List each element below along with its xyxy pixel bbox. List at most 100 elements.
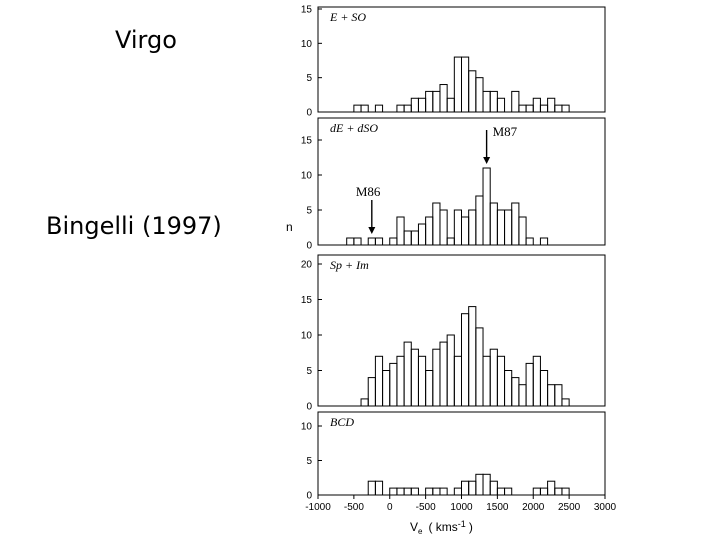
x-tick-label: 2500	[558, 502, 581, 513]
y-tick-label: 5	[306, 206, 312, 217]
histogram-bar	[461, 480, 470, 496]
y-tick-label: 0	[306, 491, 312, 502]
annotation-m87: M87	[483, 124, 518, 164]
histogram-bar	[482, 355, 491, 407]
histogram-bar	[403, 230, 412, 246]
histogram-bar	[446, 97, 455, 113]
histogram-bar	[410, 348, 419, 407]
histogram-bar	[403, 487, 412, 496]
histogram-bar	[453, 56, 463, 113]
histogram-bar	[417, 97, 427, 113]
histogram-bar	[468, 306, 477, 407]
histogram-bar	[425, 370, 434, 407]
histogram-bar	[561, 398, 570, 407]
histogram-bar	[425, 487, 434, 496]
y-tick-label: 10	[301, 39, 313, 50]
y-tick-label: 15	[301, 136, 313, 147]
histogram-bar	[453, 355, 463, 407]
histogram-bar	[532, 487, 541, 496]
histogram-bar	[403, 104, 412, 113]
histogram-bar	[374, 237, 384, 246]
histogram-bar	[410, 487, 419, 496]
histogram-bar	[461, 216, 470, 246]
annotation-arrow-head	[368, 227, 376, 234]
histogram-panels: 15 10 5 0 E + SO 15 10 5 0 dE + dSO M86 M87 20 15 10 5 0…	[301, 5, 606, 502]
histogram-bar	[511, 377, 520, 407]
histogram-bar	[539, 487, 549, 496]
histogram-bar	[496, 209, 506, 246]
histogram-bar	[518, 104, 527, 113]
histogram-bar	[432, 487, 441, 496]
histogram-bar	[482, 90, 491, 113]
histogram-bar	[410, 230, 419, 246]
panel-0: 15 10 5 0 E + SO	[301, 5, 606, 119]
x-tick-label: -1000	[305, 502, 331, 513]
histogram-bar	[439, 209, 448, 246]
histogram-bar	[539, 237, 549, 246]
y-tick-label: 5	[306, 366, 312, 377]
annotation-label: M86	[356, 184, 381, 199]
histogram-bar	[482, 473, 491, 496]
histogram-bar	[353, 104, 362, 113]
panel-1: 15 10 5 0 dE + dSO M86 M87	[301, 117, 606, 252]
histogram-bar	[496, 97, 506, 113]
histogram-bar	[475, 327, 484, 407]
slide-title: Virgo	[115, 26, 177, 54]
slide-citation: Bingelli (1997)	[46, 212, 222, 240]
histogram-bar	[504, 370, 513, 407]
histogram-bar	[453, 209, 463, 246]
panel-3: 10 5 0 BCD	[301, 411, 606, 502]
y-tick-label: 5	[306, 456, 312, 467]
histogram-bar	[511, 90, 520, 113]
x-tick-label: 3000	[594, 502, 617, 513]
histogram-bar	[389, 237, 398, 246]
histogram-bar	[425, 216, 434, 246]
histogram-bar	[547, 384, 556, 407]
histogram-bar	[367, 480, 376, 496]
histogram-bar	[417, 355, 427, 407]
annotation-m86: M86	[356, 184, 381, 234]
histogram-bar	[432, 202, 441, 246]
histogram-bar	[382, 370, 391, 407]
histogram-bar	[489, 202, 498, 246]
y-tick-label: 20	[301, 260, 313, 271]
histogram-bar	[439, 84, 448, 113]
histogram-bar	[518, 384, 527, 407]
histogram-bar	[518, 216, 527, 246]
histogram-bar	[504, 209, 513, 246]
histogram-bar	[554, 487, 563, 496]
histogram-bar	[461, 56, 470, 113]
histogram-bar	[432, 348, 441, 407]
histogram-bar	[561, 487, 570, 496]
histogram-bar	[389, 487, 398, 496]
x-tick-label: -500	[344, 502, 364, 513]
x-axis-label: Ve( kms-1)	[410, 519, 473, 536]
histogram-bar	[489, 480, 498, 496]
y-tick-label: 15	[301, 295, 313, 306]
annotation-arrow-head	[483, 157, 491, 164]
histogram-bar	[561, 104, 570, 113]
x-axis: -1000 -500 0 -500 1000 1500 2000 2500 3000	[305, 495, 617, 513]
x-tick-label: 1500	[486, 502, 509, 513]
histogram-bar	[410, 97, 419, 113]
y-tick-label: 5	[306, 73, 312, 84]
y-axis-label: n	[286, 220, 293, 234]
y-tick-label: 0	[306, 108, 312, 119]
y-tick-label: 0	[306, 241, 312, 252]
histogram-bar	[439, 487, 448, 496]
histogram-bar	[389, 362, 398, 407]
histogram-bar	[446, 334, 455, 407]
histogram-bar	[346, 237, 355, 246]
x-tick-label: 2000	[522, 502, 545, 513]
histogram-bar	[504, 487, 513, 496]
histogram-bar	[489, 348, 498, 407]
histogram-bar	[461, 313, 470, 407]
histogram-bar	[525, 237, 534, 246]
y-tick-label: 15	[301, 5, 313, 16]
histogram-bar	[396, 104, 405, 113]
histogram-bar	[539, 370, 549, 407]
y-tick-label: 10	[301, 422, 313, 433]
histogram-bar	[525, 104, 534, 113]
histogram-bar	[439, 341, 448, 407]
